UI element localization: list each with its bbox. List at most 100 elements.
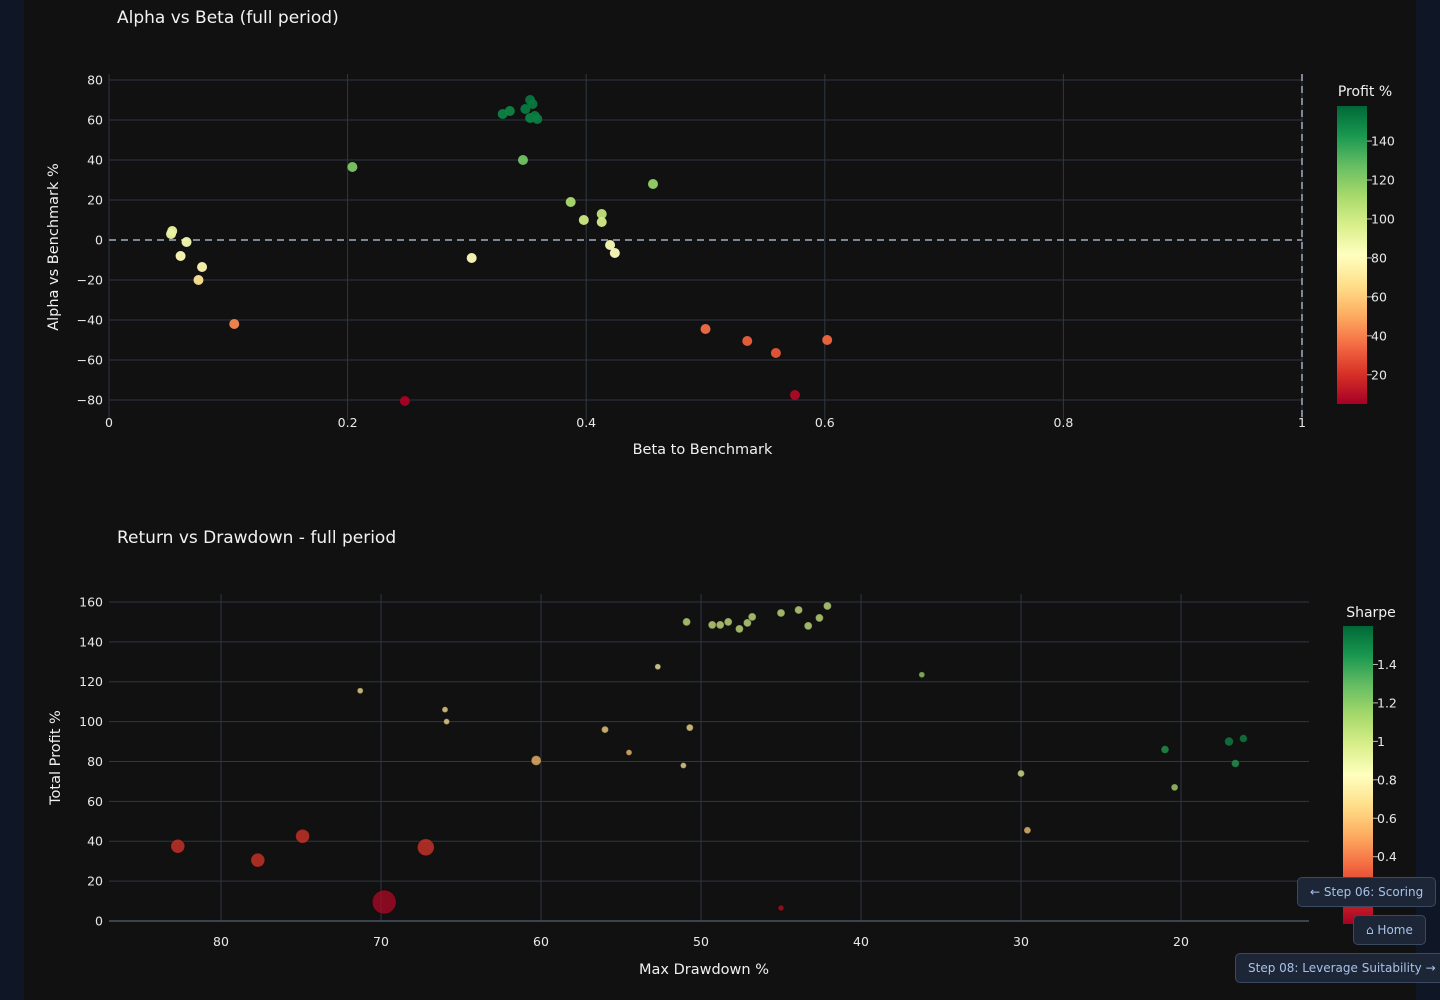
charts-panel: Alpha vs Beta (full period) Return vs Dr…: [24, 0, 1416, 1000]
data-point: [596, 217, 607, 227]
x-tick-label: 1: [1298, 415, 1306, 430]
data-point: [625, 749, 633, 757]
x-tick-label: 80: [213, 934, 229, 949]
x-tick-label: 40: [853, 934, 869, 949]
x-tick-label: 50: [693, 934, 709, 949]
chart-1: 0 0.2 0.4 0.6 0.8 1 80 60 40 20 0 −20 −40 −60 −80 Beta …: [46, 73, 1395, 459]
x-tick-label: 0: [105, 415, 113, 430]
colorbar-tick-label: 0.8: [1377, 772, 1397, 787]
data-point: [181, 237, 192, 247]
data-point: [822, 335, 833, 345]
y-tick-label: 20: [87, 193, 103, 208]
x-tick-label: 30: [1013, 934, 1029, 949]
data-point: [596, 209, 607, 219]
data-point: [441, 706, 449, 714]
data-point: [565, 197, 576, 207]
y-tick-label: 100: [79, 714, 103, 729]
x-tick-label: 20: [1173, 934, 1189, 949]
colorbar-tick-label: 60: [1371, 289, 1387, 304]
data-point: [777, 904, 785, 912]
data-point: [1230, 758, 1240, 768]
data-point: [399, 396, 410, 406]
y-tick-label: −60: [77, 353, 103, 368]
data-point: [527, 99, 538, 109]
data-point: [193, 275, 204, 285]
colorbar-tick-label: 1.4: [1377, 657, 1397, 672]
data-point: [707, 620, 717, 630]
y-tick-label: 80: [87, 73, 103, 88]
y-tick-label: 0: [95, 914, 103, 929]
data-point: [679, 761, 687, 769]
x-tick-label: 0.8: [1053, 415, 1073, 430]
data-point: [770, 348, 781, 358]
colorbar-tick-label: 80: [1371, 250, 1387, 265]
data-point: [170, 838, 186, 854]
data-point: [747, 612, 757, 622]
colorbar-tick-label: 0.4: [1377, 849, 1397, 864]
data-point: [700, 324, 711, 334]
data-point: [776, 608, 786, 618]
data-point: [803, 621, 813, 631]
colorbar-tick-label: 140: [1371, 134, 1395, 149]
y-tick-label: 20: [87, 874, 103, 889]
data-point: [517, 155, 528, 165]
data-point: [1238, 734, 1248, 744]
data-point: [443, 718, 451, 726]
data-point: [504, 106, 515, 116]
colorbar-title: Sharpe: [1346, 605, 1396, 621]
next-step-button[interactable]: Step 08: Leverage Suitability →: [1235, 953, 1440, 983]
y-tick-label: 80: [87, 754, 103, 769]
colorbar-tick-label: 120: [1371, 173, 1395, 188]
x-tick-label: 0.6: [815, 415, 835, 430]
data-point: [715, 620, 725, 630]
data-point: [1017, 769, 1025, 778]
y-tick-label: 40: [87, 153, 103, 168]
data-point: [197, 262, 208, 272]
data-point: [356, 687, 364, 695]
data-point: [814, 613, 824, 623]
y-tick-label: 160: [79, 594, 103, 609]
y-tick-label: 120: [79, 674, 103, 689]
data-point: [1023, 826, 1032, 835]
home-button[interactable]: ⌂ Home: [1353, 915, 1426, 945]
data-point: [742, 336, 753, 346]
data-point: [682, 617, 692, 627]
data-point: [578, 215, 589, 225]
data-point: [530, 754, 542, 766]
x-tick-label: 70: [373, 934, 389, 949]
data-point: [250, 852, 266, 868]
data-point: [794, 605, 804, 615]
data-point: [648, 179, 659, 189]
chart1-title: Alpha vs Beta (full period): [117, 8, 339, 28]
y-tick-label: 60: [87, 794, 103, 809]
data-point: [654, 663, 662, 671]
data-point: [723, 617, 733, 627]
y-tick-label: 0: [95, 233, 103, 248]
x-tick-label: 0.2: [338, 415, 358, 430]
data-point: [605, 240, 616, 250]
data-point: [371, 889, 397, 915]
colorbar-tick-label: 0.6: [1377, 811, 1397, 826]
y-tick-label: 60: [87, 113, 103, 128]
y-axis-title: Alpha vs Benchmark %: [46, 163, 62, 331]
data-point: [347, 162, 358, 172]
x-axis-title: Max Drawdown %: [639, 962, 769, 978]
data-point: [742, 618, 752, 628]
data-point: [734, 624, 744, 634]
x-tick-label: 60: [533, 934, 549, 949]
data-point: [1160, 745, 1170, 755]
data-point: [601, 725, 609, 734]
data-point: [685, 723, 694, 732]
prev-step-button[interactable]: ← Step 06: Scoring: [1297, 877, 1437, 907]
chart2-title: Return vs Drawdown - full period: [117, 528, 397, 548]
colorbar-tick-label: 100: [1371, 211, 1395, 226]
data-point: [1170, 783, 1179, 792]
colorbar: [1337, 106, 1367, 404]
data-point: [918, 671, 926, 679]
data-point: [416, 838, 435, 857]
data-point: [609, 248, 620, 258]
colorbar-title: Profit %: [1338, 84, 1392, 100]
y-tick-label: −40: [77, 313, 103, 328]
x-tick-label: 0.4: [576, 415, 596, 430]
